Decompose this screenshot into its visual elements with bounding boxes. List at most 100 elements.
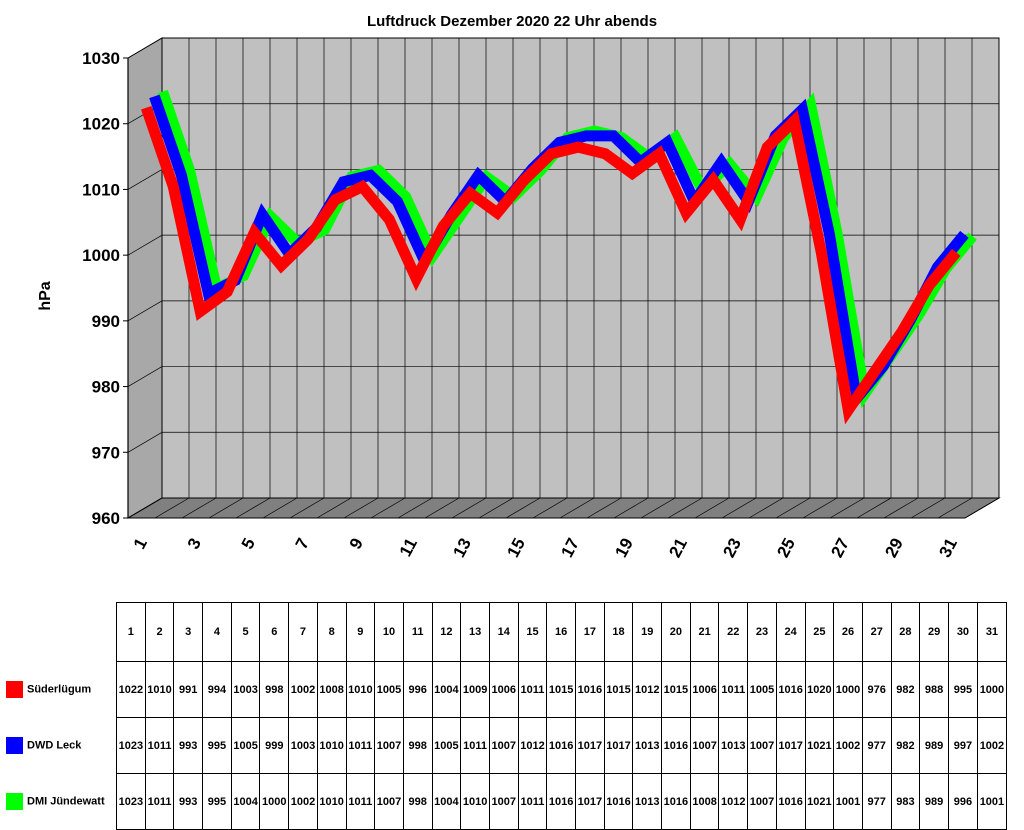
table-cell: 1007	[488, 773, 519, 830]
table-cell: 1002	[833, 717, 863, 774]
table-corner	[6, 603, 117, 662]
table-cell: 1008	[316, 661, 347, 718]
x-tick-label: 11	[396, 535, 421, 560]
floor-grid-line	[181, 497, 217, 519]
back-wall	[161, 37, 1000, 499]
table-cell: 1020	[804, 661, 835, 718]
data-table: 1 2 3 4 5 6 7 8 9 10 11 12 13 14 15 16 17 18 19 20 21 22 23 24 2…	[6, 602, 1007, 830]
table-cell: 976	[861, 661, 892, 718]
table-header-cell: 19	[632, 602, 663, 662]
table-cell: 1000	[833, 661, 863, 718]
table-cell: 1004	[230, 773, 261, 830]
table-cell: 1011	[345, 773, 376, 830]
table-cell: 1006	[488, 661, 519, 718]
table-header-cell: 2	[144, 602, 175, 662]
series-name: Süderlügum	[27, 683, 92, 696]
table-cell: 1004	[431, 773, 462, 830]
side-grid-line	[127, 497, 163, 519]
table-header-cell: 7	[288, 602, 318, 662]
table-cell: 1017	[603, 717, 634, 774]
table-cell: 1002	[288, 773, 318, 830]
floor-grid-line	[802, 497, 838, 519]
y-tick-label: 1030	[82, 49, 120, 68]
legend-swatch	[6, 793, 23, 810]
x-tick-label: 3	[184, 535, 205, 552]
table-cell: 1011	[144, 773, 175, 830]
table-cell: 1013	[718, 717, 749, 774]
table-cell: 995	[202, 717, 232, 774]
table-cell: 998	[259, 661, 290, 718]
y-tick-label: 1020	[82, 115, 120, 134]
table-header-cell: 30	[947, 602, 978, 662]
table-cell: 1023	[116, 717, 146, 774]
chart-title: Luftdruck Dezember 2020 22 Uhr abends	[367, 13, 657, 30]
table-header-cell: 23	[747, 602, 777, 662]
floor-grid-line	[451, 497, 487, 519]
table-cell: 1003	[288, 717, 318, 774]
floor-grid-line	[856, 497, 892, 519]
table-cell: 1017	[775, 717, 806, 774]
floor-grid-line	[316, 497, 352, 519]
table-cell: 1013	[632, 717, 663, 774]
table-cell: 1016	[775, 773, 806, 830]
table-cell: 1016	[661, 717, 691, 774]
table-row: DMI Jündewatt 1023 1011 993 995 1004 1000 1002…	[6, 773, 1007, 830]
floor-grid-line	[424, 497, 460, 519]
table-cell: 977	[861, 773, 892, 830]
table-cell: 1012	[718, 773, 749, 830]
floor	[126, 497, 1001, 519]
table-cell: 989	[919, 773, 949, 830]
table-header-cell: 20	[661, 602, 691, 662]
table-header-cell: 14	[488, 602, 519, 662]
table-cell: 977	[861, 717, 892, 774]
table-cell: 1005	[431, 717, 462, 774]
x-tick-label: 17	[557, 535, 583, 561]
table-cell: 1021	[804, 717, 835, 774]
floor-grid-line	[937, 497, 973, 519]
table-header-cell: 15	[517, 602, 548, 662]
x-tick-label: 19	[611, 535, 637, 561]
table-cell: 988	[919, 661, 949, 718]
table-cell: 1010	[144, 661, 175, 718]
floor-grid-line	[154, 497, 190, 519]
table-cell: 1007	[747, 717, 777, 774]
floor-grid-line	[640, 497, 676, 519]
x-tick-label: 27	[827, 535, 853, 561]
table-header-cell: 27	[861, 602, 892, 662]
table-cell: 1016	[546, 717, 576, 774]
side-grid-line	[127, 37, 163, 59]
series-name: DMI Jündewatt	[27, 795, 105, 808]
y-tick-label: 970	[92, 443, 120, 462]
table-cell: 1016	[546, 773, 576, 830]
table-header-cell: 12	[431, 602, 462, 662]
table-row: DWD Leck 1023 1011 993 995 1005 999 1003 1010 10…	[6, 717, 1007, 774]
floor-grid-line	[505, 497, 541, 519]
table-header-cell: 8	[316, 602, 347, 662]
table-cell: 996	[947, 773, 978, 830]
floor-grid-line	[613, 497, 649, 519]
y-tick-label: 1010	[82, 180, 120, 199]
floor-grid-line	[775, 497, 811, 519]
floor-grid-line	[478, 497, 514, 519]
floor-grid-line	[586, 497, 622, 519]
table-header-cell: 25	[804, 602, 835, 662]
table-cell: 1010	[316, 773, 347, 830]
table-cell: 1005	[374, 661, 404, 718]
table-cell: 995	[947, 661, 978, 718]
side-grid-line	[127, 169, 163, 190]
y-axis-label: hPa	[37, 281, 54, 310]
floor-grid-line	[883, 497, 919, 519]
table-cell: 983	[890, 773, 921, 830]
table-cell: 1001	[833, 773, 863, 830]
table-cell: 1005	[747, 661, 777, 718]
table-cell: 1016	[603, 773, 634, 830]
floor-grid-line	[532, 497, 568, 519]
table-header-cell: 9	[345, 602, 376, 662]
table-cell: 997	[947, 717, 978, 774]
floor-grid-line	[694, 497, 730, 519]
table-header-cell: 1	[116, 602, 146, 662]
table-cell: 1022	[116, 661, 146, 718]
table-cell: 993	[173, 773, 204, 830]
table-cell: 1012	[517, 717, 548, 774]
